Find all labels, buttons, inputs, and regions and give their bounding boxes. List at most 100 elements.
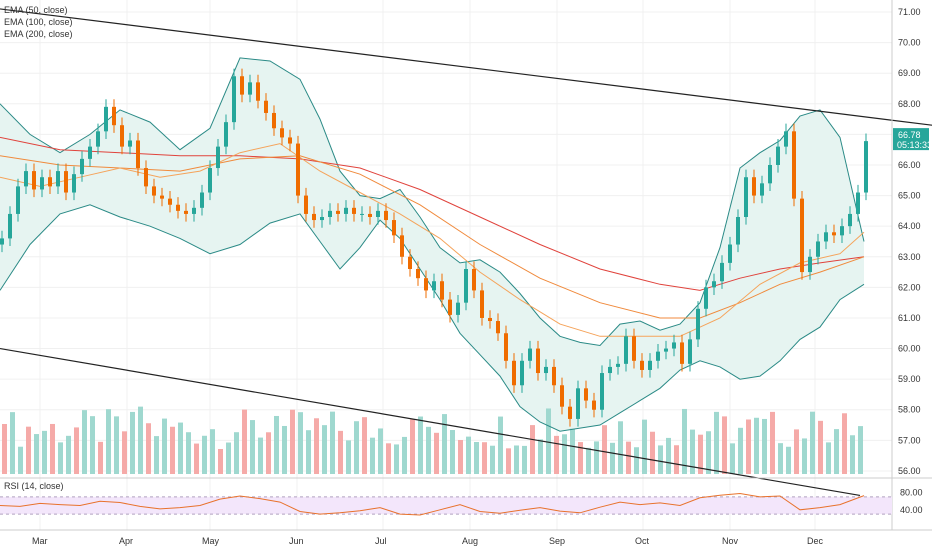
candle-body xyxy=(160,195,164,199)
candle-body xyxy=(816,241,820,257)
price-tick-label: 60.00 xyxy=(898,344,921,354)
volume-bar xyxy=(570,428,575,474)
volume-bar xyxy=(714,411,719,474)
volume-bar xyxy=(402,436,407,474)
candle-body xyxy=(288,137,292,144)
candle-body xyxy=(504,333,508,361)
candle-body xyxy=(472,269,476,291)
volume-bar xyxy=(250,420,255,474)
candle-body xyxy=(144,168,148,187)
price-tick-label: 56.00 xyxy=(898,466,921,476)
candle-body xyxy=(80,158,84,175)
month-label: Oct xyxy=(635,536,650,546)
candle-body xyxy=(800,198,804,273)
volume-bar xyxy=(370,437,375,474)
volume-bar xyxy=(530,425,535,474)
price-tick-label: 62.00 xyxy=(898,282,921,292)
candle-body xyxy=(416,269,420,279)
candle-body xyxy=(344,207,348,214)
volume-bars xyxy=(2,406,863,474)
candle-body xyxy=(128,140,132,147)
candle-body xyxy=(584,388,588,401)
volume-bar xyxy=(386,443,391,474)
legend-ema50: EMA (50, close) xyxy=(4,5,68,15)
volume-bar xyxy=(810,411,815,474)
volume-bar xyxy=(274,415,279,474)
volume-bar xyxy=(834,429,839,474)
candle-body xyxy=(656,351,660,361)
volume-bar xyxy=(458,440,463,474)
candle-body xyxy=(88,146,92,159)
candle-body xyxy=(640,360,644,370)
candle-body xyxy=(56,171,60,187)
volume-bar xyxy=(162,418,167,474)
volume-bar xyxy=(554,435,559,474)
candle-body xyxy=(560,385,564,407)
candle-body xyxy=(688,339,692,364)
price-tick-label: 71.00 xyxy=(898,7,921,17)
volume-bar xyxy=(850,435,855,474)
candle-body xyxy=(464,269,468,303)
candle-body xyxy=(0,238,4,245)
volume-bar xyxy=(266,432,271,474)
candle-body xyxy=(136,140,140,169)
price-tick-label: 66.00 xyxy=(898,160,921,170)
volume-bar xyxy=(122,431,127,474)
price-tick-label: 65.00 xyxy=(898,191,921,201)
volume-bar xyxy=(762,418,767,474)
volume-bar xyxy=(330,411,335,474)
volume-bar xyxy=(802,438,807,474)
candle-body xyxy=(696,308,700,340)
candle-body xyxy=(784,131,788,147)
bollinger-lower-line xyxy=(0,204,865,432)
month-label: Jul xyxy=(375,536,387,546)
candle-body xyxy=(384,210,388,221)
candle-body xyxy=(704,287,708,309)
candle-body xyxy=(520,360,524,386)
month-label: Apr xyxy=(119,536,133,546)
candle-body xyxy=(352,207,356,214)
legend-ema200: EMA (200, close) xyxy=(4,29,73,39)
candle-body xyxy=(328,210,332,217)
candle-body xyxy=(792,131,796,199)
volume-bar xyxy=(170,426,175,474)
volume-bar xyxy=(666,437,671,474)
candle-body xyxy=(16,186,20,214)
candle-body xyxy=(712,281,716,288)
candle-body xyxy=(744,177,748,217)
price-tick-label: 70.00 xyxy=(898,38,921,48)
rsi-tick-label: 40.00 xyxy=(900,505,923,515)
price-tick-label: 64.00 xyxy=(898,221,921,231)
candle-body xyxy=(376,210,380,217)
month-label: Dec xyxy=(807,536,824,546)
price-tick-label: 58.00 xyxy=(898,405,921,415)
volume-bar xyxy=(474,442,479,474)
candle-body xyxy=(768,164,772,184)
volume-bar xyxy=(226,442,231,474)
candle-body xyxy=(672,342,676,349)
volume-bar xyxy=(258,437,263,474)
volume-bar xyxy=(410,419,415,474)
time-axis: Mar Apr May Jun Jul Aug Sep Oct Nov Dec xyxy=(0,529,932,546)
volume-bar xyxy=(290,409,295,474)
candle-body xyxy=(240,76,244,95)
volume-bar xyxy=(746,419,751,474)
candle-body xyxy=(296,143,300,196)
volume-bar xyxy=(818,420,823,474)
candle-body xyxy=(680,342,684,364)
price-tick-label: 57.00 xyxy=(898,435,921,445)
volume-bar xyxy=(466,436,471,474)
volume-bar xyxy=(178,422,183,474)
volume-bar xyxy=(650,431,655,474)
volume-bar xyxy=(602,425,607,474)
price-tick-label: 69.00 xyxy=(898,68,921,78)
candle-body xyxy=(112,106,116,126)
volume-bar xyxy=(2,424,7,474)
volume-bar xyxy=(194,443,199,474)
volume-bar xyxy=(234,432,239,474)
volume-bar xyxy=(522,445,527,474)
volume-bar xyxy=(786,446,791,474)
volume-bar xyxy=(338,430,343,474)
volume-bar xyxy=(514,445,519,474)
